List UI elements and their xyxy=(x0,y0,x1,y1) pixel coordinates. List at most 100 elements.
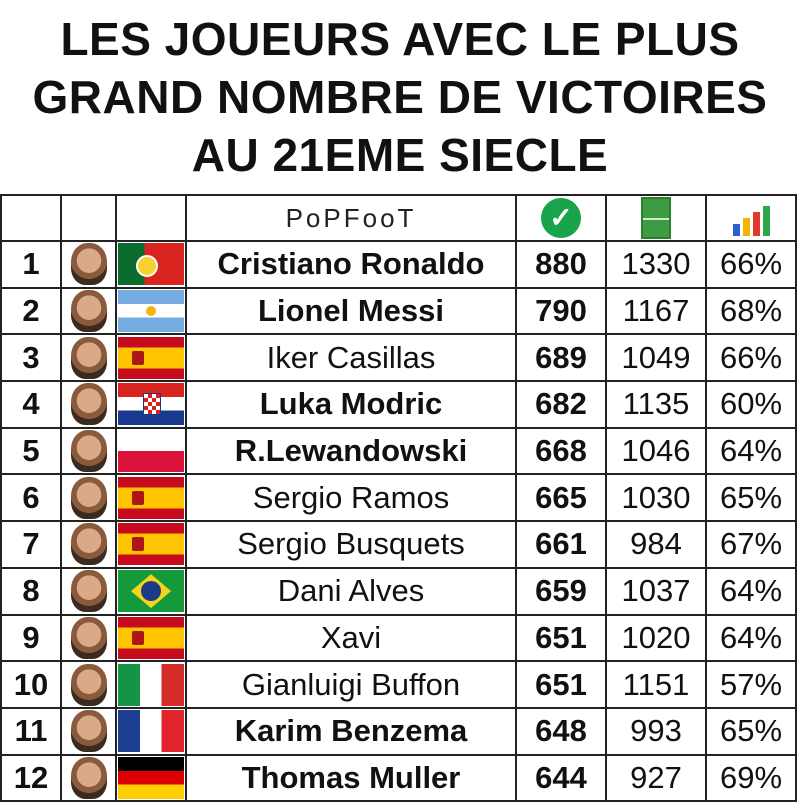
header-ratio xyxy=(705,194,797,242)
player-photo xyxy=(70,290,107,333)
matches-cell: 1151 xyxy=(605,660,707,709)
flag-cell xyxy=(115,520,187,569)
header-brand: PoPFooT xyxy=(185,194,517,242)
player-photo xyxy=(70,523,107,566)
matches-cell: 1135 xyxy=(605,380,707,429)
flag-cell xyxy=(115,426,187,476)
flag-cell xyxy=(115,380,187,429)
rank-cell: 1 xyxy=(0,240,62,289)
italy-flag-icon xyxy=(118,663,184,706)
flag-cell xyxy=(115,333,187,383)
title-line-1: LES JOUEURS AVEC LE PLUS xyxy=(60,13,740,65)
croatia-flag-icon xyxy=(118,383,184,426)
wins-cell: 790 xyxy=(515,286,607,336)
player-photo xyxy=(70,570,107,613)
player-photo-cell xyxy=(60,706,117,756)
wins-cell: 682 xyxy=(515,380,607,429)
player-name: Thomas Muller xyxy=(185,753,517,802)
matches-cell: 993 xyxy=(605,706,707,756)
player-name: Xavi xyxy=(185,613,517,663)
percent-cell: 66% xyxy=(705,240,797,289)
percent-cell: 64% xyxy=(705,613,797,663)
player-photo-cell xyxy=(60,566,117,616)
flag-cell xyxy=(115,753,187,802)
rank-cell: 2 xyxy=(0,286,62,336)
wins-cell: 668 xyxy=(515,426,607,476)
matches-cell: 1020 xyxy=(605,613,707,663)
header-photo xyxy=(60,194,117,242)
player-photo xyxy=(70,243,107,286)
header-matches xyxy=(605,194,707,242)
matches-cell: 1049 xyxy=(605,333,707,383)
wins-cell: 661 xyxy=(515,520,607,569)
header-rank xyxy=(0,194,62,242)
player-photo xyxy=(70,476,107,519)
player-name: Iker Casillas xyxy=(185,333,517,383)
rank-cell: 4 xyxy=(0,380,62,429)
percent-cell: 69% xyxy=(705,753,797,802)
spain-flag-icon xyxy=(118,476,184,519)
player-photo xyxy=(70,383,107,426)
player-photo xyxy=(70,336,107,379)
germany-flag-icon xyxy=(118,756,184,799)
ranking-table: PoPFooT ✓ 1 Cristiano Ronaldo 880 1330 66% 2 L… xyxy=(0,194,797,802)
football-pitch-icon xyxy=(641,197,671,239)
wins-cell: 651 xyxy=(515,613,607,663)
player-photo-cell xyxy=(60,240,117,289)
table-row: 4 Luka Modric 682 1135 60% xyxy=(0,380,797,429)
player-name: Gianluigi Buffon xyxy=(185,660,517,709)
popfoot-logo: PoPFooT xyxy=(285,202,417,233)
flag-cell xyxy=(115,240,187,289)
percent-cell: 60% xyxy=(705,380,797,429)
brazil-flag-icon xyxy=(118,570,184,613)
wins-cell: 665 xyxy=(515,473,607,523)
player-photo-cell xyxy=(60,380,117,429)
matches-cell: 1037 xyxy=(605,566,707,616)
wins-cell: 659 xyxy=(515,566,607,616)
player-photo-cell xyxy=(60,613,117,663)
growth-chart-icon xyxy=(722,200,780,236)
check-circle-icon: ✓ xyxy=(541,198,581,238)
percent-cell: 68% xyxy=(705,286,797,336)
wins-cell: 644 xyxy=(515,753,607,802)
rank-cell: 9 xyxy=(0,613,62,663)
rank-cell: 6 xyxy=(0,473,62,523)
table-row: 5 R.Lewandowski 668 1046 64% xyxy=(0,426,797,476)
table-row: 2 Lionel Messi 790 1167 68% xyxy=(0,286,797,336)
rank-cell: 5 xyxy=(0,426,62,476)
matches-cell: 1030 xyxy=(605,473,707,523)
player-photo-cell xyxy=(60,473,117,523)
rank-cell: 10 xyxy=(0,660,62,709)
header-flag xyxy=(115,194,187,242)
argentina-flag-icon xyxy=(118,290,184,333)
matches-cell: 927 xyxy=(605,753,707,802)
player-photo-cell xyxy=(60,520,117,569)
rank-cell: 7 xyxy=(0,520,62,569)
table-row: 6 Sergio Ramos 665 1030 65% xyxy=(0,473,797,523)
table-row: 11 Karim Benzema 648 993 65% xyxy=(0,706,797,756)
table-row: 12 Thomas Muller 644 927 69% xyxy=(0,753,797,802)
matches-cell: 1330 xyxy=(605,240,707,289)
wins-cell: 651 xyxy=(515,660,607,709)
flag-cell xyxy=(115,566,187,616)
player-photo xyxy=(70,663,107,706)
table-row: 3 Iker Casillas 689 1049 66% xyxy=(0,333,797,383)
spain-flag-icon xyxy=(118,616,184,659)
player-photo-cell xyxy=(60,333,117,383)
rank-cell: 3 xyxy=(0,333,62,383)
player-name: R.Lewandowski xyxy=(185,426,517,476)
percent-cell: 67% xyxy=(705,520,797,569)
france-flag-icon xyxy=(118,710,184,753)
poland-flag-icon xyxy=(118,430,184,473)
percent-cell: 65% xyxy=(705,473,797,523)
player-photo-cell xyxy=(60,660,117,709)
player-photo xyxy=(70,616,107,659)
percent-cell: 65% xyxy=(705,706,797,756)
percent-cell: 64% xyxy=(705,566,797,616)
player-photo xyxy=(70,756,107,799)
header-wins: ✓ xyxy=(515,194,607,242)
player-photo xyxy=(70,710,107,753)
flag-cell xyxy=(115,473,187,523)
table-row: 1 Cristiano Ronaldo 880 1330 66% xyxy=(0,240,797,289)
player-name: Sergio Ramos xyxy=(185,473,517,523)
